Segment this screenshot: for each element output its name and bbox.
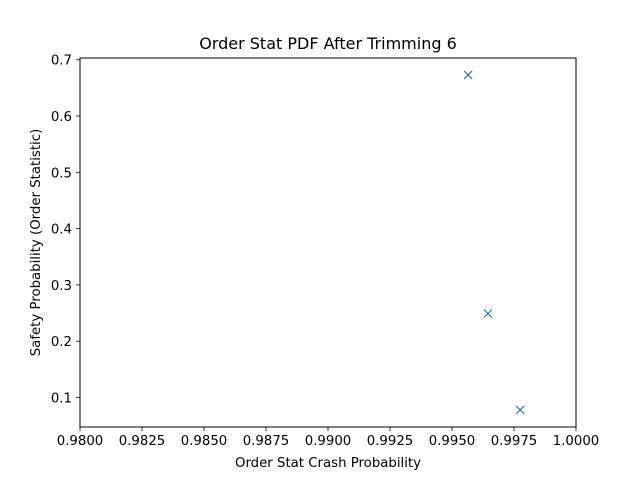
x-tick-label: 0.9850 [181, 434, 228, 449]
y-axis-label: Safety Probability (Order Statistic) [29, 129, 44, 357]
x-tick-label: 0.9875 [243, 434, 290, 449]
plot-area [80, 58, 576, 427]
x-tick-label: 1.0000 [553, 434, 600, 449]
y-tick-label: 0.5 [51, 166, 72, 181]
x-axis-label: Order Stat Crash Probability [235, 456, 421, 471]
y-axis-ticks: 0.1 0.2 0.3 0.4 0.5 0.6 0.7 [51, 54, 80, 407]
plot-frame [79, 57, 577, 428]
x-tick-label: 0.9975 [491, 434, 538, 449]
y-tick-label: 0.4 [51, 223, 72, 238]
chart-title: Order Stat PDF After Trimming 6 [199, 34, 457, 53]
x-tick-label: 0.9950 [429, 434, 476, 449]
x-tick-label: 0.9925 [367, 434, 414, 449]
y-tick-label: 0.6 [51, 110, 72, 125]
x-axis-ticks: 0.9800 0.9825 0.9850 0.9875 0.9900 0.9925 0.99… [57, 427, 600, 449]
y-tick-label: 0.2 [51, 335, 72, 350]
data-point-marker [515, 405, 525, 415]
data-point-marker [483, 309, 493, 319]
x-tick-label: 0.9800 [57, 434, 104, 449]
x-tick-label: 0.9825 [119, 434, 166, 449]
data-points [463, 70, 525, 415]
x-tick-label: 0.9900 [305, 434, 352, 449]
y-tick-label: 0.1 [51, 392, 72, 407]
y-tick-label: 0.3 [51, 279, 72, 294]
data-point-marker [463, 70, 473, 80]
y-tick-label: 0.7 [51, 54, 72, 69]
